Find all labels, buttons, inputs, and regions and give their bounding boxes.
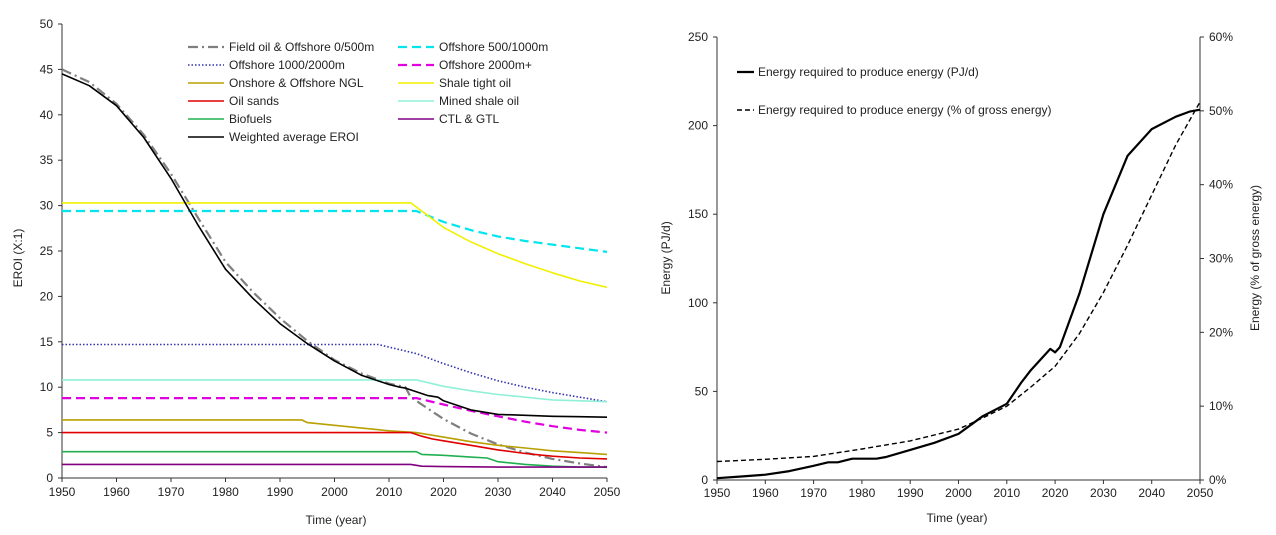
energy-x-tick-label: 1950 [704,486,731,500]
eroi-y-tick-label: 5 [46,426,53,440]
energy-x-axis-label: Time (year) [927,511,988,525]
eroi-series-field-oil-offshore-0-500m [61,68,608,469]
energy-legend-label: Energy required to produce energy (PJ/d) [758,65,979,79]
energy-right-tick-label: 30% [1209,252,1233,266]
eroi-x-tick-label: 2020 [430,485,457,499]
eroi-x-tick-label: 2030 [485,485,512,499]
eroi-series-shale-tight-oil [62,202,608,289]
eroi-x-axis-label: Time (year) [306,513,367,527]
eroi-x-tick-label: 2010 [376,485,403,499]
eroi-x-tick-label: 2000 [321,485,348,499]
eroi-legend-label: Mined shale oil [439,94,519,108]
energy-series-pjd [716,108,1201,480]
energy-right-tick-label: 60% [1209,30,1233,44]
eroi-y-axis-label: EROI (X:1) [11,229,25,288]
eroi-legend-label: Weighted average EROI [229,130,359,144]
eroi-y-tick-label: 25 [40,244,54,258]
energy-y-tick-label: 200 [688,119,708,133]
eroi-legend-label: Offshore 2000m+ [439,58,532,72]
energy-x-tick-label: 1970 [800,486,827,500]
energy-y-tick-label: 0 [701,473,708,487]
energy-right-axis-label: Energy (% of gross energy) [1248,185,1262,331]
eroi-legend-label: CTL & GTL [439,112,500,126]
eroi-y-tick-label: 20 [40,289,54,303]
eroi-series-mined-shale-oil [62,379,608,403]
eroi-series-offshore-1000-2000m [62,343,608,403]
eroi-y-tick-label: 30 [40,199,54,213]
eroi-legend-label: Field oil & Offshore 0/500m [229,40,374,54]
energy-y-tick-label: 250 [688,30,708,44]
eroi-y-tick-label: 45 [40,62,54,76]
energy-x-tick-label: 2000 [945,486,972,500]
eroi-x-tick-label: 1980 [212,485,239,499]
energy-chart: 0 50 100 150 200 250 0% 10% 20% 30% 40% 50% 60% 1950 1… [659,30,1262,525]
eroi-series-onshore-offshore-ngl [62,419,608,456]
eroi-y-tick-label: 50 [40,17,54,31]
energy-y-tick-label: 150 [688,207,708,221]
eroi-series-ctl-gtl [62,463,607,468]
energy-x-tick-label: 1980 [849,486,876,500]
eroi-x-tick-label: 1950 [49,485,76,499]
energy-right-tick-label: 50% [1209,104,1233,118]
eroi-y-tick-label: 15 [40,335,54,349]
eroi-y-tick-label: 35 [40,153,54,167]
eroi-x-tick-label: 2050 [594,485,621,499]
energy-y-tick-label: 50 [695,384,709,398]
energy-legend-label: Energy required to produce energy (% of … [758,103,1052,117]
energy-x-tick-label: 2010 [993,486,1020,500]
eroi-legend-label: Shale tight oil [439,76,511,90]
eroi-legend-label: Biofuels [229,112,272,126]
energy-x-tick-label: 2030 [1090,486,1117,500]
eroi-series-weighted-average-eroi [61,73,608,418]
eroi-legend-label: Onshore & Offshore NGL [229,76,364,90]
eroi-legend-label: Offshore 1000/2000m [229,58,345,72]
eroi-x-tick-label: 2040 [539,485,566,499]
eroi-y-tick-label: 10 [40,380,54,394]
energy-right-tick-label: 20% [1209,325,1233,339]
energy-series-percent [716,101,1201,463]
eroi-series-offshore-2000m [62,397,608,434]
energy-right-tick-label: 0% [1209,473,1227,487]
energy-right-tick-label: 10% [1209,399,1233,413]
energy-y-axis-label: Energy (PJ/d) [659,221,673,294]
energy-right-tick-label: 40% [1209,178,1233,192]
eroi-x-tick-label: 1990 [267,485,294,499]
eroi-plot-area: 0 5 10 15 20 25 30 35 40 45 50 1950 1960 1970 1980 1990… [40,17,621,499]
energy-x-tick-label: 2020 [1042,486,1069,500]
eroi-y-tick-label: 40 [40,108,54,122]
energy-y-tick-label: 100 [688,296,708,310]
eroi-y-tick-label: 0 [46,471,53,485]
eroi-x-tick-label: 1970 [158,485,185,499]
eroi-x-tick-label: 1960 [103,485,130,499]
eroi-chart: 0 5 10 15 20 25 30 35 40 45 50 1950 1960 1970 1980 1990… [11,17,621,527]
energy-x-tick-label: 1960 [752,486,779,500]
eroi-series-oil-sands [62,431,608,460]
energy-plot-area: 0 50 100 150 200 250 0% 10% 20% 30% 40% 50% 60% 1950 1… [688,30,1233,500]
energy-x-tick-label: 2040 [1138,486,1165,500]
energy-x-tick-label: 1990 [897,486,924,500]
eroi-legend-label: Offshore 500/1000m [439,40,548,54]
eroi-legend-label: Oil sands [229,94,279,108]
energy-x-tick-label: 2050 [1187,486,1214,500]
eroi-series-offshore-500-1000m [62,209,608,253]
